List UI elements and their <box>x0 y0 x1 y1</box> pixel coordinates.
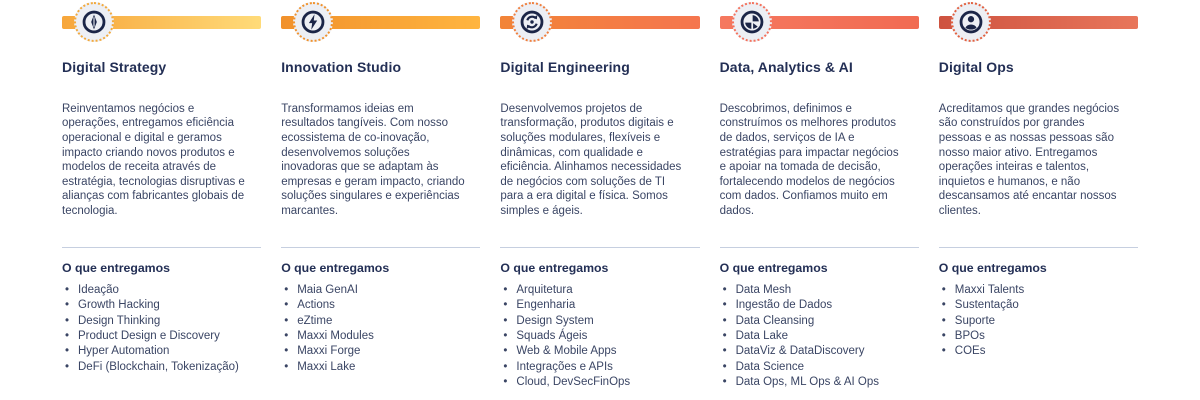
list-item: Engenharia <box>500 298 699 314</box>
list-item: Arquitetura <box>500 283 699 299</box>
column-description: Desenvolvemos projetos de transformação,… <box>500 102 682 217</box>
list-item: Actions <box>281 298 480 314</box>
gradient-band-segment <box>62 2 262 46</box>
column-title: Digital Ops <box>938 59 1014 75</box>
service-column-innovation-studio: Innovation Studio Transformamos ideias e… <box>281 2 481 400</box>
list-item: Design Thinking <box>62 314 261 330</box>
deliverables-heading: O que entregamos <box>500 260 609 275</box>
gradient-band-segment <box>500 2 700 46</box>
list-item: Maxxi Lake <box>281 360 480 376</box>
list-item: Data Ops, ML Ops & AI Ops <box>720 375 919 391</box>
divider <box>719 246 919 248</box>
list-item: Web & Mobile Apps <box>500 344 699 360</box>
deliverables-heading: O que entregamos <box>281 260 390 275</box>
deliverables-heading: O que entregamos <box>719 260 828 275</box>
divider <box>938 246 1138 248</box>
list-item: DataViz & DataDiscovery <box>720 344 919 360</box>
list-item: Maxxi Talents <box>939 283 1138 299</box>
list-item: Data Cleansing <box>720 314 919 330</box>
list-item: Ideação <box>62 283 261 299</box>
divider <box>62 246 262 248</box>
deliverables-heading: O que entregamos <box>62 260 170 275</box>
list-item: Growth Hacking <box>62 298 261 314</box>
service-column-data-analytics-ai: Data, Analytics & AI Descobrimos, defini… <box>719 2 919 400</box>
service-column-digital-ops: Digital Ops Acreditamos que grandes negó… <box>938 2 1138 400</box>
column-description: Acreditamos que grandes negócios são con… <box>938 102 1120 217</box>
list-item: Squads Ágeis <box>500 329 699 345</box>
column-title: Digital Engineering <box>500 59 630 75</box>
deliverables-list: Maxxi Talents Sustentação Suporte BPOs C… <box>939 283 1138 360</box>
deliverables-list: Ideação Growth Hacking Design Thinking P… <box>62 283 261 376</box>
column-description: Descobrimos, definimos e construímos os … <box>719 102 899 217</box>
automation-icon <box>512 2 553 42</box>
lightning-icon <box>293 2 334 42</box>
compass-icon <box>74 2 114 42</box>
column-title: Innovation Studio <box>281 59 402 75</box>
list-item: Ingestão de Dados <box>720 298 919 314</box>
list-item: Maxxi Forge <box>281 344 480 360</box>
column-title: Data, Analytics & AI <box>719 59 853 75</box>
list-item: Design System <box>500 314 699 330</box>
list-item: Maia GenAI <box>281 283 480 299</box>
list-item: Sustentação <box>939 298 1138 314</box>
service-column-digital-engineering: Digital Engineering Desenvolvemos projet… <box>500 2 700 400</box>
list-item: Integrações e APIs <box>500 360 699 376</box>
list-item: BPOs <box>939 329 1138 345</box>
list-item: COEs <box>939 344 1138 360</box>
list-item: Maxxi Modules <box>281 329 480 345</box>
list-item: Cloud, DevSecFinOps <box>500 375 699 391</box>
data-pie-icon <box>731 2 772 42</box>
column-title: Digital Strategy <box>62 59 167 75</box>
column-description: Reinventamos negócios e operações, entre… <box>62 102 245 217</box>
list-item: Product Design e Discovery <box>62 329 261 345</box>
deliverables-list: Maia GenAI Actions eZtime Maxxi Modules … <box>281 283 480 376</box>
gradient-band-segment <box>938 2 1138 46</box>
gradient-band-segment <box>281 2 481 46</box>
person-icon <box>950 2 991 42</box>
deliverables-heading: O que entregamos <box>938 260 1047 275</box>
column-description: Transformamos ideias em resultados tangí… <box>281 102 465 217</box>
divider <box>500 246 700 248</box>
list-item: Data Science <box>720 360 919 376</box>
divider <box>281 246 481 248</box>
list-item: Data Lake <box>720 329 919 345</box>
list-item: eZtime <box>281 314 480 330</box>
gradient-band-segment <box>719 2 919 46</box>
deliverables-list: Data Mesh Ingestão de Dados Data Cleansi… <box>720 283 919 391</box>
deliverables-list: Arquitetura Engenharia Design System Squ… <box>500 283 699 391</box>
service-column-digital-strategy: Digital Strategy Reinventamos negócios e… <box>62 2 262 400</box>
list-item: Hyper Automation <box>62 344 261 360</box>
list-item: Data Mesh <box>720 283 919 299</box>
list-item: DeFi (Blockchain, Tokenização) <box>62 360 261 376</box>
list-item: Suporte <box>939 314 1138 330</box>
